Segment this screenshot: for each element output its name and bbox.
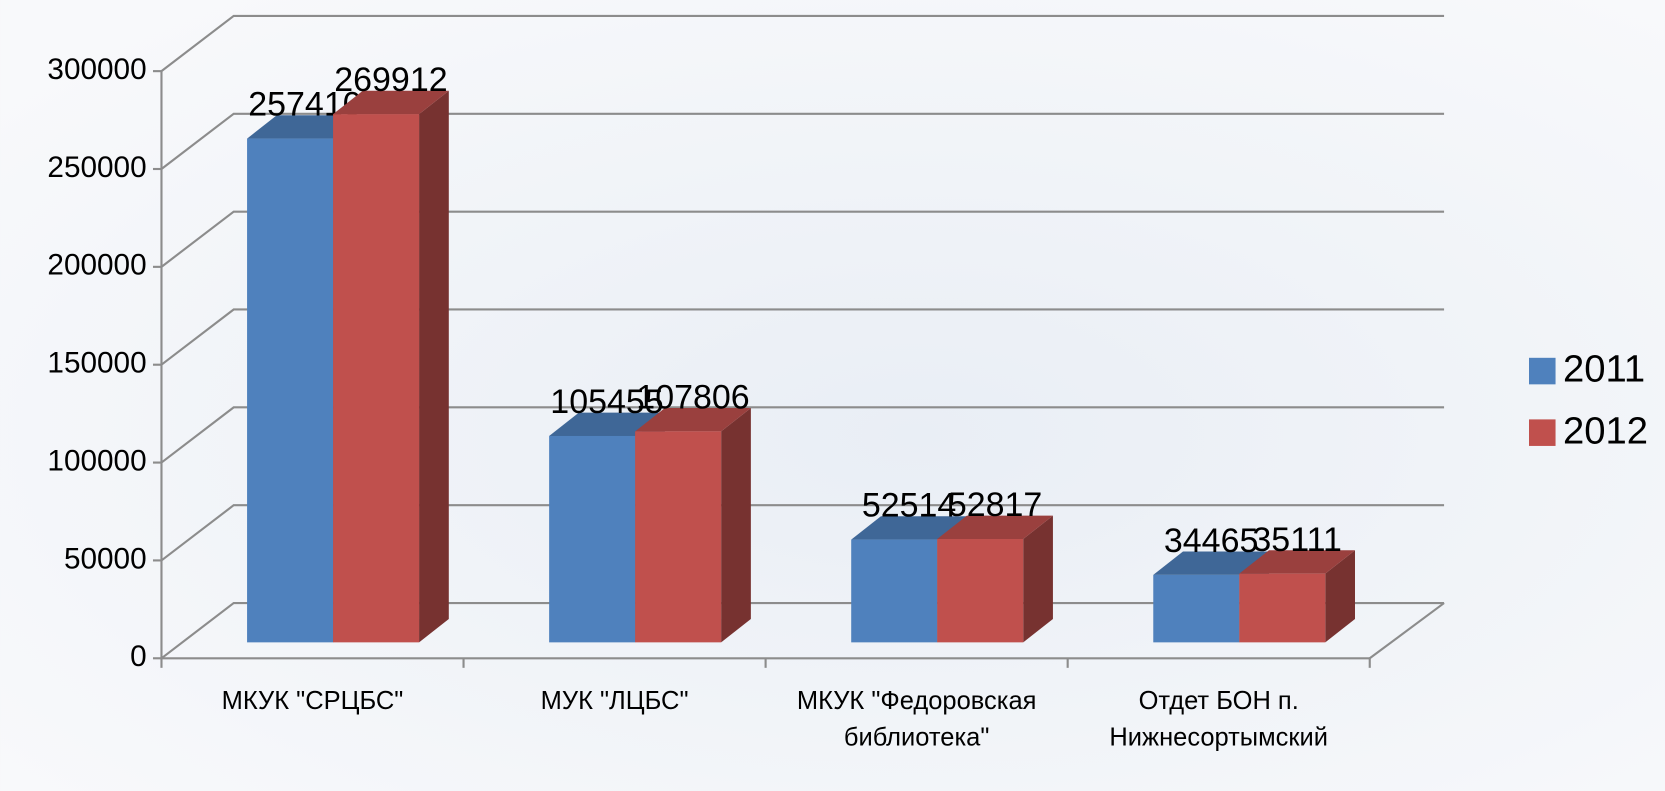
bar-front — [937, 538, 1024, 643]
value-label: 105455 — [550, 383, 663, 421]
bar-front — [549, 435, 636, 643]
y-tick-label: 200000 — [47, 249, 146, 282]
grid-line — [160, 308, 1445, 366]
y-tick-label: 0 — [130, 640, 147, 673]
bar-front — [333, 114, 420, 643]
value-label: 107806 — [636, 378, 749, 416]
x-tick-label: МКУК "СРЦБС" — [221, 686, 404, 716]
y-tick-label: 250000 — [47, 151, 146, 184]
grid-line — [160, 504, 1445, 562]
bar-top — [851, 516, 967, 540]
x-tick-label: Отдет БОН п. Нижнесортымский — [1109, 686, 1329, 752]
bar-front — [635, 431, 722, 643]
y-tick-label: 100000 — [47, 444, 146, 477]
bar-top — [1239, 550, 1356, 574]
bar-front — [1153, 574, 1240, 643]
bar-side — [1325, 550, 1356, 643]
bar-side — [1023, 515, 1053, 643]
grid-line — [160, 210, 1445, 268]
y-tick-label: 300000 — [47, 53, 146, 86]
x-tick-label-box: МКУК "СРЦБС" — [221, 686, 404, 716]
bar-side — [419, 90, 449, 643]
x-tick-label-box: МКУК "Федоровская библиотека" — [796, 686, 1037, 752]
x-tick-label-box: МУК "ЛЦБС" — [540, 686, 689, 716]
floor-edge — [1369, 602, 1445, 660]
x-tick-label: МУК "ЛЦБС" — [540, 686, 689, 716]
grid-line — [160, 406, 1445, 464]
bar — [333, 90, 449, 643]
bar-side — [721, 408, 751, 643]
bar — [1239, 550, 1356, 643]
value-label: 35111 — [1252, 521, 1341, 559]
legend-label: 2011 — [1563, 348, 1645, 391]
x-tick-label: МКУК "Федоровская библиотека" — [796, 686, 1037, 752]
grid-line — [160, 112, 1445, 170]
bar — [937, 515, 1053, 643]
bar-top — [549, 412, 665, 436]
grid-line — [160, 14, 1445, 72]
legend-label: 2012 — [1563, 409, 1648, 452]
bar — [635, 408, 751, 643]
bar-front — [851, 539, 938, 643]
y-tick-label: 150000 — [47, 347, 146, 380]
bar-top — [635, 408, 751, 432]
y-tick-label: 50000 — [64, 542, 147, 575]
bar-top — [937, 515, 1053, 539]
bar-front — [247, 138, 334, 643]
legend-swatch — [1529, 357, 1556, 385]
value-label: 34465 — [1164, 522, 1258, 560]
value-label: 52817 — [948, 486, 1042, 524]
bar-front — [1239, 573, 1326, 643]
bar-top — [1153, 551, 1269, 575]
bar-top — [333, 90, 449, 115]
legend-swatch — [1529, 419, 1556, 446]
value-label: 52514 — [862, 487, 956, 525]
x-tick-label-box: Отдет БОН п. Нижнесортымский — [1109, 686, 1329, 752]
value-label: 269912 — [334, 61, 447, 99]
